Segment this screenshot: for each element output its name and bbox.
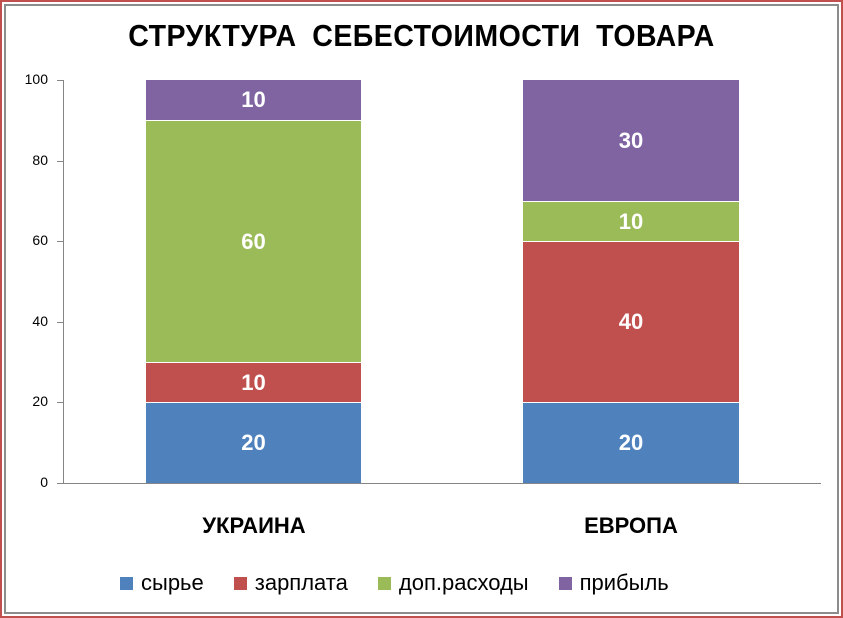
chart-title: СТРУКТУРА СЕБЕСТОИМОСТИ ТОВАРА: [128, 18, 715, 53]
data-label: 30: [618, 127, 644, 153]
data-label: 20: [618, 430, 644, 455]
segment-salary: 40: [523, 241, 739, 402]
y-tick: [57, 161, 63, 162]
legend-swatch-icon: [558, 576, 572, 590]
legend: сырье зарплата доп.расходы прибыль: [120, 570, 699, 596]
legend-label: доп.расходы: [398, 570, 529, 595]
y-tick: [57, 322, 63, 323]
category-label-europe: ЕВРОПА: [584, 513, 678, 538]
data-label: 60: [241, 228, 266, 254]
y-tick-label: 20: [32, 393, 48, 409]
x-axis: [63, 483, 821, 484]
y-tick: [57, 402, 63, 403]
legend-item-profit: прибыль: [558, 570, 669, 596]
legend-item-raw-materials: сырье: [120, 570, 204, 596]
y-axis: [63, 80, 64, 484]
segment-profit: 10: [146, 80, 361, 120]
y-tick: [57, 80, 63, 81]
legend-swatch-icon: [233, 576, 247, 590]
segment-raw-materials: 20: [146, 402, 361, 483]
data-label: 20: [241, 430, 266, 455]
legend-item-extra-costs: доп.расходы: [377, 570, 529, 596]
y-tick: [57, 483, 63, 484]
legend-label: прибыль: [579, 570, 669, 595]
legend-label: сырье: [141, 570, 204, 595]
segment-extra-costs: 10: [523, 201, 739, 241]
bar-ukraine: 20 10 60 10: [146, 80, 361, 483]
y-tick-label: 80: [32, 152, 48, 168]
y-tick-label: 100: [24, 71, 48, 87]
y-tick-label: 60: [32, 232, 48, 248]
category-label-ukraine: УКРАИНА: [202, 513, 306, 538]
data-label: 10: [241, 369, 266, 395]
y-tick: [57, 241, 63, 242]
legend-label: зарплата: [254, 570, 348, 595]
data-label: 40: [618, 309, 644, 334]
legend-swatch-icon: [120, 576, 133, 590]
segment-profit: 30: [523, 80, 739, 201]
legend-item-salary: зарплата: [233, 570, 348, 596]
data-label: 10: [241, 87, 266, 112]
segment-raw-materials: 20: [523, 402, 739, 483]
y-tick-label: 40: [32, 313, 48, 329]
legend-swatch-icon: [377, 576, 391, 590]
segment-extra-costs: 60: [146, 120, 361, 362]
bar-europe: 20 40 10 30: [523, 80, 739, 483]
data-label: 10: [618, 208, 644, 234]
y-tick-label: 0: [40, 474, 48, 490]
segment-salary: 10: [146, 362, 361, 402]
